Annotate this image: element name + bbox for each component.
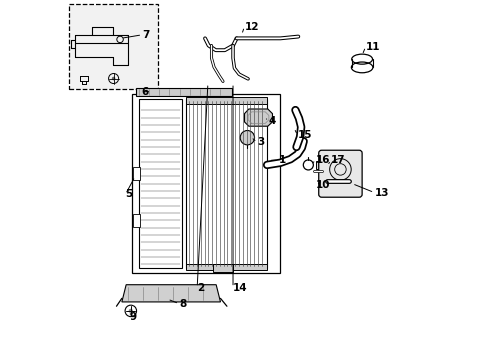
- Bar: [213, 264, 233, 272]
- Text: 2: 2: [197, 283, 204, 293]
- Text: 9: 9: [129, 312, 137, 322]
- Text: 7: 7: [142, 30, 149, 40]
- Bar: [136, 88, 231, 96]
- Text: 13: 13: [373, 188, 388, 198]
- Circle shape: [112, 77, 115, 80]
- Bar: [186, 97, 266, 104]
- Bar: [316, 161, 325, 169]
- Bar: [133, 167, 140, 180]
- Circle shape: [240, 131, 254, 145]
- Bar: [131, 94, 280, 273]
- Text: 16: 16: [316, 155, 330, 165]
- Bar: [186, 99, 266, 268]
- Bar: [133, 214, 140, 226]
- Text: 12: 12: [244, 22, 259, 32]
- Text: 15: 15: [297, 130, 311, 140]
- Text: 14: 14: [233, 283, 247, 293]
- Text: 5: 5: [125, 189, 132, 199]
- Bar: [139, 99, 182, 268]
- Bar: [325, 176, 331, 183]
- Text: 3: 3: [257, 138, 264, 147]
- Text: 4: 4: [268, 116, 276, 126]
- Text: 10: 10: [316, 180, 330, 190]
- Text: 8: 8: [179, 299, 186, 309]
- Text: 6: 6: [142, 87, 148, 97]
- Polygon shape: [122, 285, 220, 302]
- Bar: [186, 264, 266, 270]
- Text: 1: 1: [278, 155, 285, 165]
- Bar: [69, 4, 158, 89]
- Text: 11: 11: [365, 42, 380, 51]
- FancyBboxPatch shape: [318, 150, 362, 197]
- Circle shape: [128, 309, 133, 313]
- Bar: [337, 176, 348, 184]
- Text: 17: 17: [330, 155, 345, 165]
- Polygon shape: [244, 109, 272, 126]
